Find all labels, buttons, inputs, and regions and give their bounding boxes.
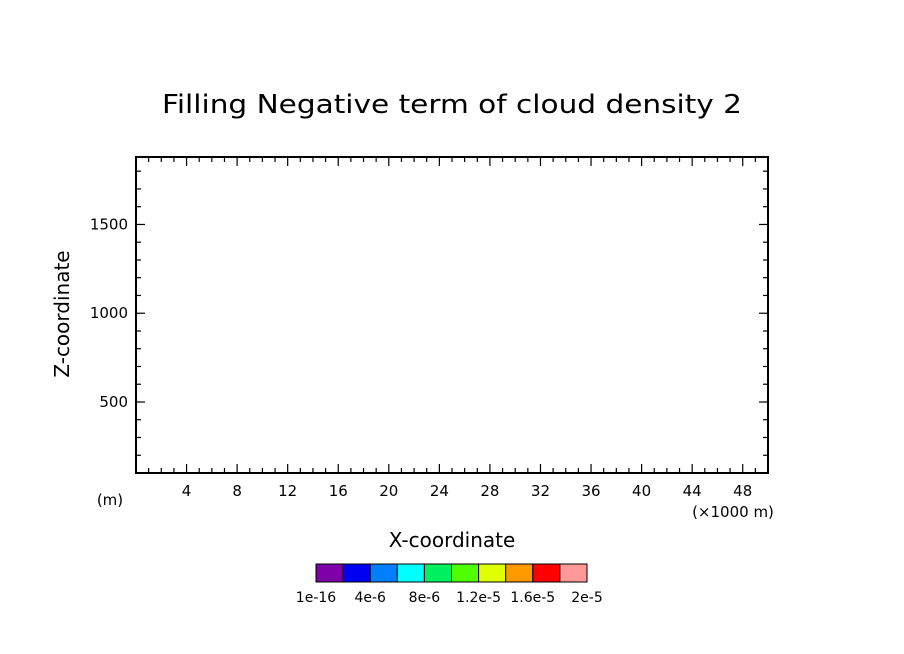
y-axis-label: Z-coordinate — [50, 250, 74, 377]
x-tick-label: 40 — [632, 482, 651, 500]
x-axis-label: X-coordinate — [389, 528, 516, 552]
colorbar-swatch — [396, 563, 425, 583]
y-tick-label: 1000 — [90, 304, 128, 322]
x-tick-label: 44 — [683, 482, 702, 500]
y-axis-ticks — [136, 170, 768, 456]
colorbar-swatch — [423, 563, 452, 583]
x-tick-label: 24 — [430, 482, 449, 500]
colorbar — [315, 563, 588, 583]
colorbar-label: 1.2e-5 — [456, 590, 501, 606]
x-tick-label: 4 — [182, 482, 192, 500]
x-tick-label: 48 — [733, 482, 752, 500]
plot-frame — [135, 156, 769, 474]
x-tick-label: 16 — [329, 482, 348, 500]
colorbar-swatch — [505, 563, 534, 583]
chart-title: Filling Negative term of cloud density 2 — [162, 90, 742, 120]
x-tick-label: 12 — [278, 482, 297, 500]
colorbar-swatch — [559, 563, 588, 583]
colorbar-label: 4e-6 — [354, 590, 386, 606]
y-axis-tick-labels: 500 1000 1500 — [90, 215, 128, 411]
colorbar-swatch — [478, 563, 507, 583]
colorbar-swatch — [369, 563, 398, 583]
y-tick-label: 1500 — [90, 215, 128, 233]
colorbar-label: 1.6e-5 — [510, 590, 555, 606]
y-tick-label: 500 — [99, 393, 128, 411]
x-tick-label: 20 — [379, 482, 398, 500]
x-tick-label: 32 — [531, 482, 550, 500]
colorbar-swatch — [532, 563, 561, 583]
x-axis-tick-labels: 4 8 12 16 20 24 28 32 36 40 44 48 — [182, 482, 752, 500]
x-axis-unit: (×1000 m) — [692, 503, 774, 521]
x-tick-label: 36 — [581, 482, 600, 500]
x-tick-label: 8 — [232, 482, 242, 500]
colorbar-label: 2e-5 — [571, 590, 602, 606]
colorbar-labels: 1e-16 4e-6 8e-6 1.2e-5 1.6e-5 2e-5 — [296, 590, 603, 606]
y-axis-unit: (m) — [97, 491, 123, 509]
colorbar-swatch — [342, 563, 371, 583]
colorbar-label: 8e-6 — [409, 590, 441, 606]
x-tick-label: 28 — [480, 482, 499, 500]
colorbar-label: 1e-16 — [296, 590, 336, 606]
colorbar-swatch — [315, 563, 344, 583]
colorbar-swatch — [451, 563, 480, 583]
x-axis-ticks — [148, 157, 756, 473]
